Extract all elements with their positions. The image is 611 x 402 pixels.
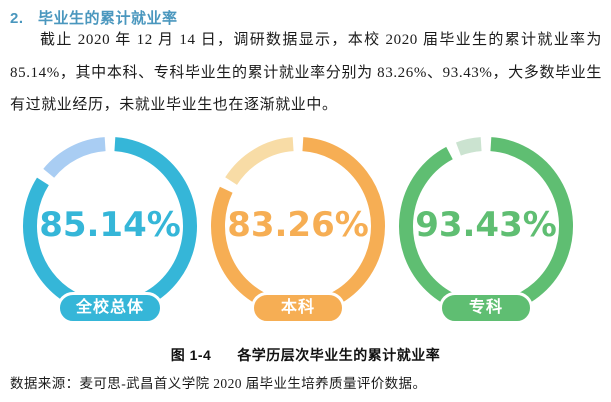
section-number: 2. [10, 10, 24, 27]
figure-title: 各学历层次毕业生的累计就业率 [237, 347, 441, 363]
donut-value: 83.26% [227, 205, 369, 245]
data-source-note: 数据来源：麦可思-武昌首义学院 2020 届毕业生培养质量评价数据。 [10, 376, 427, 391]
donut-label-pill: 专科 [439, 292, 533, 324]
donut-chart-2: 83.26% 本科 [206, 134, 390, 330]
donut-value: 85.14% [39, 205, 181, 245]
donut-chart-1: 85.14% 全校总体 [18, 134, 202, 330]
donut-segment-remainder [43, 137, 106, 178]
donut-segment-remainder [455, 137, 482, 156]
donut-value: 93.43% [415, 205, 557, 245]
donut-chart-group: 85.14% 全校总体 83.26% 本科 93.43% 专科 [18, 134, 578, 330]
donut-label-pill: 本科 [251, 292, 345, 324]
donut-chart-3: 93.43% 专科 [394, 134, 578, 330]
donut-segment-remainder [225, 137, 294, 186]
section-heading: 2. 毕业生的累计就业率 [10, 7, 601, 28]
donut-label-pill: 全校总体 [56, 292, 164, 324]
section-title: 毕业生的累计就业率 [38, 10, 178, 27]
figure-caption: 图 1-4 各学历层次毕业生的累计就业率 [0, 345, 611, 365]
body-paragraph: 截止 2020 年 12 月 14 日，调研数据显示，本校 2020 届毕业生的… [10, 32, 602, 113]
figure-number: 图 1-4 [170, 347, 212, 363]
